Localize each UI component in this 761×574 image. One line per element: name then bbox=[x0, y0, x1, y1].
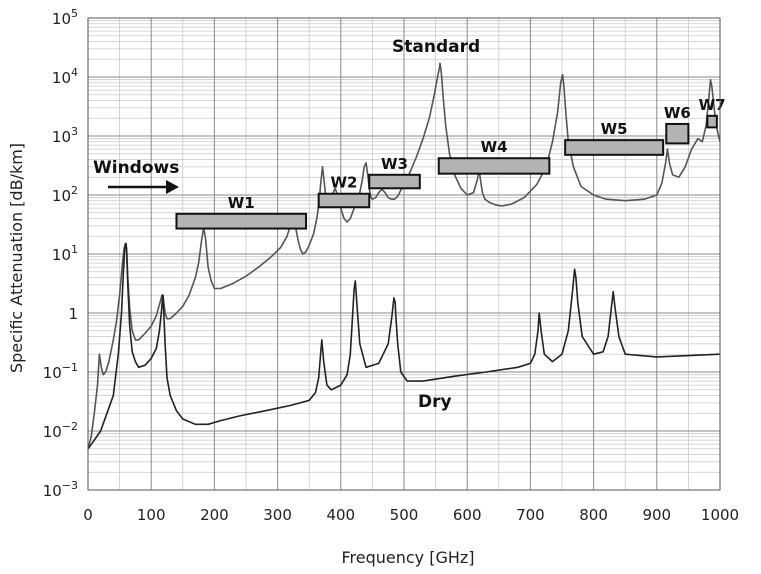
window-label-w6: W6 bbox=[664, 104, 691, 122]
x-tick-label: 900 bbox=[642, 506, 671, 524]
y-tick-label: 1 bbox=[68, 305, 78, 323]
window-label-w2: W2 bbox=[330, 174, 357, 192]
dry-annotation: Dry bbox=[418, 392, 452, 412]
window-box-w4 bbox=[437, 157, 551, 175]
y-tick-label: 103 bbox=[52, 125, 78, 146]
x-tick-label: 500 bbox=[390, 506, 419, 524]
windows-arrow bbox=[108, 180, 179, 194]
window-box-w2 bbox=[317, 192, 371, 209]
series-line-dry bbox=[87, 242, 721, 450]
window-label-w5: W5 bbox=[601, 120, 628, 138]
x-tick-label: 600 bbox=[453, 506, 482, 524]
x-tick-label: 100 bbox=[137, 506, 166, 524]
plot-frame bbox=[87, 17, 721, 491]
window-label-w7: W7 bbox=[699, 96, 726, 114]
x-tick-label: 0 bbox=[83, 506, 93, 524]
y-tick-label: 101 bbox=[52, 243, 78, 264]
window-label-w1: W1 bbox=[228, 194, 255, 212]
x-axis-label: Frequency [GHz] bbox=[341, 548, 474, 567]
x-tick-label: 400 bbox=[326, 506, 355, 524]
y-tick-label: 10−2 bbox=[43, 420, 78, 441]
x-tick-label: 1000 bbox=[701, 506, 739, 524]
tick-labels: 0 100 200 300 400 500 600 700 800 900 1000 10−3 10−2… bbox=[43, 7, 739, 524]
window-label-w3: W3 bbox=[381, 155, 408, 173]
window-box-w6 bbox=[665, 122, 690, 145]
y-tick-label: 105 bbox=[52, 7, 78, 28]
x-tick-label: 300 bbox=[263, 506, 292, 524]
x-tick-label: 200 bbox=[200, 506, 229, 524]
y-tick-label: 104 bbox=[52, 66, 78, 87]
y-tick-label: 10−1 bbox=[43, 361, 78, 382]
x-tick-label: 700 bbox=[516, 506, 545, 524]
window-label-w4: W4 bbox=[481, 138, 508, 156]
window-box-w5 bbox=[564, 139, 665, 156]
standard-annotation: Standard bbox=[392, 37, 480, 57]
windows-layer: W1 W2 W3 W4 W5 W6 W7 bbox=[175, 96, 726, 230]
window-box-w1 bbox=[175, 212, 308, 230]
x-tick-label: 800 bbox=[579, 506, 608, 524]
window-box-w7 bbox=[706, 114, 718, 129]
y-tick-label: 102 bbox=[52, 184, 78, 205]
y-tick-label: 10−3 bbox=[43, 479, 78, 500]
window-box-w3 bbox=[368, 173, 421, 190]
windows-annotation: Windows bbox=[93, 158, 179, 178]
y-axis-label: Specific Attenuation [dB/km] bbox=[7, 143, 26, 373]
